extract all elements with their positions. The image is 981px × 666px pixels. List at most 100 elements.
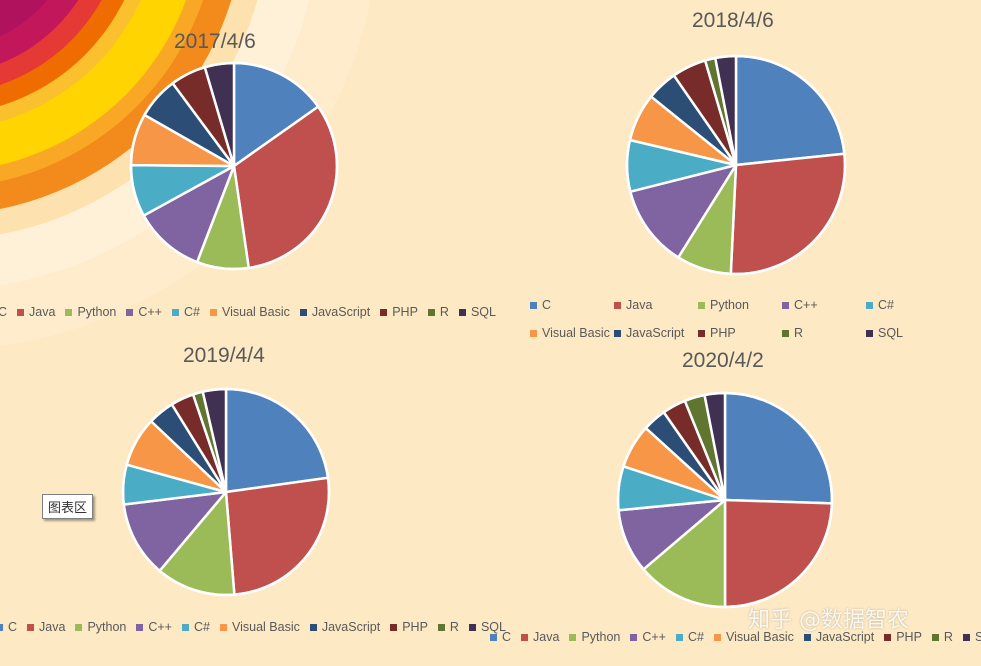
pie-outline — [121, 387, 331, 597]
legend-item-c-: C# — [182, 620, 210, 634]
legend-item-visual-basic: Visual Basic — [713, 630, 794, 644]
pie-slice-java[interactable] — [723, 498, 834, 609]
legend-label: PHP — [896, 630, 922, 644]
legend-item-c: C — [530, 298, 551, 312]
pie-outline — [616, 391, 834, 609]
legend-label: Python — [77, 305, 117, 319]
legend-label: C# — [688, 630, 704, 644]
legend-label: C — [8, 620, 18, 634]
legend-item-c-: C# — [676, 630, 704, 644]
legend-item-r: R — [931, 630, 953, 644]
legend-swatch — [136, 623, 144, 631]
legend-swatch — [427, 308, 435, 316]
legend-item-sql: SQL — [866, 326, 903, 340]
legend-item-php: PHP — [380, 305, 418, 319]
legend-swatch — [614, 301, 621, 309]
legend-swatch — [884, 633, 892, 641]
legend-label: SQL — [480, 620, 506, 634]
legend-swatch — [0, 623, 3, 631]
legend-swatch — [75, 623, 83, 631]
legend-item-java: Java — [614, 298, 652, 312]
legend-item-python: Python — [65, 305, 116, 319]
legend-item-java: Java — [17, 305, 55, 319]
legend-label: JavaScript — [815, 630, 875, 644]
legend-label: Python — [710, 298, 749, 312]
legend-swatch — [309, 623, 317, 631]
legend-swatch — [698, 329, 705, 337]
legend-swatch — [521, 633, 529, 641]
legend-2019: C Java Python C++ C# Visual Basic JavaScript PH… — [0, 620, 516, 634]
legend-label: C — [0, 305, 8, 319]
legend-swatch — [614, 329, 621, 337]
legend-swatch — [698, 301, 705, 309]
legend-label: Java — [533, 630, 560, 644]
legend-item-python: Python — [569, 630, 620, 644]
legend-item-javascript: JavaScript — [299, 305, 370, 319]
legend-swatch — [803, 633, 811, 641]
legend-swatch — [17, 308, 25, 316]
legend-swatch — [27, 623, 35, 631]
legend-swatch — [676, 633, 683, 641]
legend-swatch — [782, 329, 789, 337]
legend-item-java: Java — [27, 620, 65, 634]
legend-swatch — [782, 301, 789, 309]
legend-item-javascript: JavaScript — [803, 630, 875, 644]
legend-swatch — [962, 633, 970, 641]
legend-item-visual-basic: Visual Basic — [530, 326, 610, 340]
legend-label: R — [794, 326, 804, 340]
legend-item-javascript: JavaScript — [614, 326, 684, 340]
legend-swatch — [458, 308, 466, 316]
legend-label: C++ — [148, 620, 172, 634]
legend-item-php: PHP — [884, 630, 922, 644]
legend-label: R — [943, 630, 953, 644]
pie-outline — [625, 54, 847, 276]
legend-swatch — [530, 329, 537, 337]
legend-label: PHP — [710, 326, 736, 340]
legend-swatch — [490, 633, 497, 641]
legend-item-c-: C# — [866, 298, 894, 312]
legend-label: Visual Basic — [542, 326, 610, 340]
legend-label: Visual Basic — [725, 630, 794, 644]
legend-2020: C Java Python C++ C# Visual Basic JavaScript PH… — [490, 630, 981, 644]
legend-item-sql: SQL — [468, 620, 506, 634]
chart-title-2017: 2017/4/6 — [174, 30, 256, 53]
legend-swatch — [530, 301, 537, 309]
legend-item-r: R — [782, 326, 803, 340]
watermark: 知乎 @数据智农 — [748, 608, 909, 633]
legend-label: SQL — [974, 630, 981, 644]
legend-item-r: R — [427, 305, 449, 319]
legend-swatch — [866, 301, 873, 309]
legend-item-visual-basic: Visual Basic — [219, 620, 300, 634]
chart-title-2019: 2019/4/4 — [183, 344, 265, 367]
legend-swatch — [380, 308, 388, 316]
legend-label: Visual Basic — [221, 305, 290, 319]
legend-label: SQL — [878, 326, 904, 340]
legend-label: C# — [184, 305, 200, 319]
legend-item-c-: C++ — [136, 620, 172, 634]
legend-item-c-: C++ — [126, 305, 162, 319]
legend-item-visual-basic: Visual Basic — [209, 305, 290, 319]
legend-swatch — [219, 623, 227, 631]
legend-label: C — [502, 630, 512, 644]
legend-swatch — [172, 308, 179, 316]
chart-title-2020: 2020/4/2 — [682, 349, 764, 372]
pie-slice-c[interactable] — [723, 391, 834, 505]
legend-swatch — [437, 623, 445, 631]
legend-item-javascript: JavaScript — [309, 620, 380, 634]
chart-area-tooltip: 图表区 — [42, 494, 94, 519]
legend-label: Python — [87, 620, 127, 634]
legend-swatch — [65, 308, 73, 316]
legend-swatch — [569, 633, 577, 641]
legend-2017: C Java Python C++ C# Visual Basic JavaScript PH… — [0, 305, 506, 319]
legend-item-c: C — [490, 630, 511, 644]
legend-item-php: PHP — [698, 326, 736, 340]
chart-title-2018: 2018/4/6 — [692, 9, 774, 32]
legend-item-java: Java — [521, 630, 559, 644]
legend-item-c-: C++ — [782, 298, 818, 312]
legend-label: SQL — [470, 305, 496, 319]
legend-label: R — [439, 305, 449, 319]
